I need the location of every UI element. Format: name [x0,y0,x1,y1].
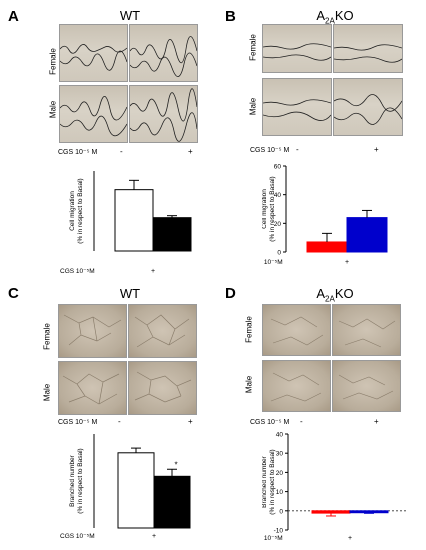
scratch-image-wt-male-control [59,85,128,143]
cgs-label-b: CGS 10⁻⁵ M [250,147,290,154]
bar-b-male [346,217,388,253]
x-tick-label-a: + [151,268,155,275]
sign-minus-d: - [300,417,303,426]
tube-image-wt-female-cgs [128,304,197,358]
scratch-image-wt-female-control [59,24,128,82]
cgs-label-c: CGS 10⁻⁵ M [58,419,98,426]
y-tick-label-b-3: 60 [274,164,282,171]
tube-image-ko-male-control [262,360,331,412]
x-tick-label-d: + [348,535,352,542]
tube-image-wt-male-cgs [128,361,197,415]
tube-image-ko-male-cgs [332,360,401,412]
row-label-male-d: Male [244,375,254,394]
row-label-male-b: Male [248,97,258,116]
panel-letter-a: A [8,8,19,25]
y-tick-label-d-5: 40 [276,432,284,439]
bar-a-male [152,217,192,252]
bar-chart-c: * CGS 10⁻⁵M + Branched number (% in respect … [60,434,191,540]
x-axis-label-d: CGS 10⁻⁵M [262,535,283,542]
panel-d-title: A2AKO [316,286,354,304]
y-tick-label-b-1: 20 [274,221,282,228]
significance-mark-c-1: * [174,460,177,469]
panel-letter-d: D [225,285,236,302]
x-axis-label-a: CGS 10⁻⁵M [60,268,95,275]
panel-letter-c: C [8,285,19,302]
y-tick-label-d-2: 10 [276,489,284,496]
x-axis-label-c: CGS 10⁻⁵M [60,533,95,540]
scratch-image-ko-male-control [262,78,332,136]
panel-letter-b: B [225,8,236,25]
y-axis-label-c-line-2: (% in respect to Basal) [77,448,84,513]
bar-chart-d: -10 0 10 20 30 40 CGS 10⁻⁵M + Branched number(% … [262,432,407,542]
y-tick-label-b-2: 40 [274,192,282,199]
x-axis-label-b: CGS 10⁻⁵M [262,259,283,266]
sign-minus-c: - [118,417,121,426]
cgs-label-d: CGS 10⁻⁵ M [250,419,290,426]
y-tick-label-d-4: 30 [276,451,284,458]
tube-image-ko-female-control [262,304,331,356]
scratch-image-wt-male-cgs [129,85,198,143]
sign-minus-a: - [120,147,123,156]
row-label-male-c: Male [42,383,52,402]
bar-a-female [114,189,154,252]
bar-c-female [117,452,155,529]
row-label-female-b: Female [248,34,258,61]
bar-c-male [153,475,191,529]
row-label-male-a: Male [48,100,58,119]
cgs-label-a: CGS 10⁻⁵ M [58,149,98,156]
scratch-image-wt-female-cgs [129,24,198,82]
sign-plus-a: + [188,147,193,156]
panel-b-title: A2AKO [316,8,354,26]
bar-d-female [311,510,351,514]
tube-image-ko-female-cgs [332,304,401,356]
x-tick-label-b: + [345,259,349,266]
bar-b-female [306,241,348,253]
y-tick-label-b-0: 0 [277,250,281,257]
row-label-female-c: Female [42,323,52,350]
bar-chart-b: 0 20 40 60 CGS 10⁻⁵M + Cell migration(% in res… [262,164,388,266]
y-tick-label-d-3: 20 [276,470,284,477]
y-tick-label-d-1: 0 [279,508,283,515]
bar-d-male [349,510,389,514]
x-tick-label-c: + [152,533,156,540]
y-tick-label-d-0: -10 [274,528,284,535]
scratch-image-ko-female-control [262,24,332,73]
sign-plus-b: + [374,145,379,154]
y-axis-label-a-line-2: (% in respect to Basal) [77,178,84,243]
row-label-female-a: Female [48,48,58,75]
bar-chart-a: CGS 10⁻⁵M + Cell migration (% in respect to… [60,171,192,275]
panel-c-title: WT [119,286,141,301]
y-axis-label-a-line-1: Cell migration [69,191,76,231]
y-axis-label-b-line-2: (% in respect to Basal) [269,176,276,241]
sign-plus-d: + [374,417,379,426]
sign-minus-b: - [296,145,299,154]
row-label-female-d: Female [244,316,254,343]
scratch-image-ko-female-cgs [333,24,403,73]
y-axis-label-d-line-1: Branched number [262,455,268,508]
tube-image-wt-male-control [58,361,127,415]
panel-a-title: WT [119,8,141,23]
scratch-image-ko-male-cgs [333,78,403,136]
y-axis-label-c-line-1: Branched number [69,454,76,507]
tube-image-wt-female-control [58,304,127,358]
y-axis-label-d-line-2: (% in respect to Basal) [269,449,276,514]
sign-plus-c: + [188,417,193,426]
y-axis-label-b-line-1: Cell migration [262,189,268,229]
